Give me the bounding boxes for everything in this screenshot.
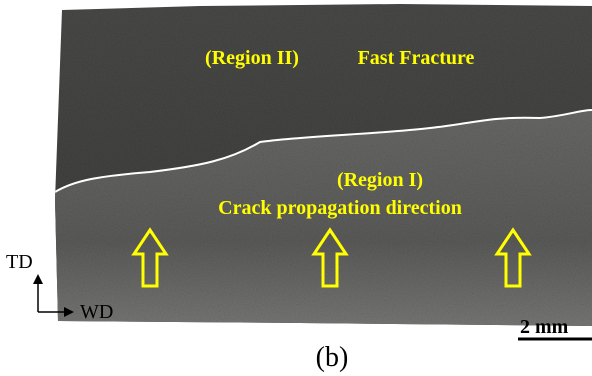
scale-bar-label: 2 mm — [520, 316, 569, 338]
fracture-surface — [50, 0, 592, 330]
wd-label: WD — [80, 301, 113, 323]
region-1-label: (Region I) — [337, 169, 423, 191]
figure: (Region II) Fast Fracture (Region I) Cra… — [0, 0, 592, 376]
region-2-label: (Region II) — [205, 47, 299, 69]
td-label: TD — [6, 251, 33, 273]
caption: (b) — [316, 342, 349, 373]
fast-fracture-label: Fast Fracture — [358, 47, 475, 69]
crack-direction-label: Crack propagation direction — [218, 197, 462, 219]
